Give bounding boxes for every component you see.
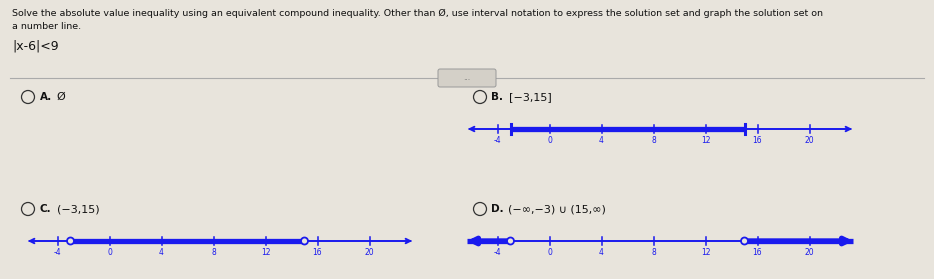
Text: -4: -4 [494, 136, 502, 145]
Text: 12: 12 [700, 248, 710, 257]
Text: 0: 0 [547, 136, 552, 145]
Text: B.: B. [491, 92, 503, 102]
Text: ...: ... [463, 73, 471, 83]
Circle shape [507, 237, 514, 244]
Circle shape [741, 237, 748, 244]
Text: 0: 0 [107, 248, 112, 257]
FancyBboxPatch shape [438, 69, 496, 87]
Text: C.: C. [39, 204, 51, 214]
Text: 8: 8 [651, 136, 656, 145]
Text: 12: 12 [700, 136, 710, 145]
Circle shape [301, 237, 308, 244]
Text: 20: 20 [364, 248, 375, 257]
Text: 4: 4 [159, 248, 164, 257]
Text: 16: 16 [753, 136, 762, 145]
Text: 4: 4 [599, 248, 604, 257]
Text: D.: D. [491, 204, 504, 214]
Text: A.: A. [39, 92, 51, 102]
Text: 12: 12 [261, 248, 270, 257]
Text: -4: -4 [494, 248, 502, 257]
Text: 16: 16 [753, 248, 762, 257]
Text: 16: 16 [313, 248, 322, 257]
Text: 20: 20 [805, 248, 814, 257]
Text: -4: -4 [53, 248, 62, 257]
Text: (−3,15): (−3,15) [56, 204, 99, 214]
Text: [−3,15]: [−3,15] [508, 92, 551, 102]
Text: a number line.: a number line. [12, 22, 81, 31]
Text: 8: 8 [211, 248, 216, 257]
Text: 20: 20 [805, 136, 814, 145]
Text: 8: 8 [651, 248, 656, 257]
Text: 0: 0 [547, 248, 552, 257]
Text: Solve the absolute value inequality using an equivalent compound inequality. Oth: Solve the absolute value inequality usin… [12, 9, 823, 18]
Text: Ø: Ø [56, 92, 65, 102]
Text: (−∞,−3) ∪ (15,∞): (−∞,−3) ∪ (15,∞) [508, 204, 606, 214]
Text: 4: 4 [599, 136, 604, 145]
Text: |x-6|<9: |x-6|<9 [12, 39, 59, 52]
Circle shape [67, 237, 74, 244]
